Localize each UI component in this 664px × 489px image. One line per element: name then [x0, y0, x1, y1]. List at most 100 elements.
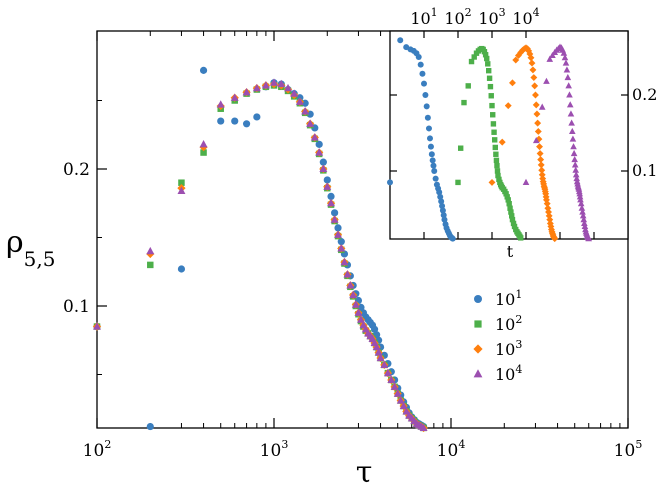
data-point [290, 89, 299, 97]
inset-data-point [440, 212, 447, 219]
inset-y-tick-label: 0.2 [632, 85, 657, 104]
inset-data-point [495, 172, 501, 179]
inset-data-point [544, 204, 552, 212]
inset-data-point [517, 48, 525, 56]
data-point [337, 238, 345, 246]
data-point [301, 107, 310, 115]
data-point [315, 140, 323, 148]
inset-data-point [425, 125, 432, 132]
inset-data-point [525, 47, 533, 55]
inset-data-point [509, 216, 516, 223]
data-point [323, 182, 332, 190]
inset-data-point [571, 156, 578, 163]
inset-y-tick-label: 0.1 [632, 161, 657, 180]
data-point [310, 133, 319, 141]
data-point [146, 422, 154, 431]
inset-data-point [482, 52, 489, 58]
data-point [230, 93, 239, 101]
inset-data-point [491, 129, 497, 135]
data-point [306, 119, 315, 127]
inset-data-point [563, 66, 571, 73]
data-point [340, 257, 349, 266]
data-point [357, 303, 365, 311]
inset-data-point [543, 77, 550, 84]
inset-data-point [536, 143, 543, 151]
data-point [323, 176, 331, 184]
inset-data-point [547, 223, 555, 230]
inset-data-point [572, 171, 580, 178]
inset-top-tick-label-base: 10 [444, 9, 464, 28]
data-point [295, 97, 304, 105]
data-point [327, 198, 335, 207]
inset-data-point [487, 83, 494, 90]
inset-data-point [562, 59, 570, 66]
series-2 [92, 79, 428, 433]
inset-data-point [397, 37, 404, 44]
inset-series-2 [488, 44, 559, 243]
inset-data-point [543, 200, 551, 208]
inset-data-point [449, 235, 456, 242]
data-point [177, 265, 186, 273]
inset-data-point [387, 179, 393, 186]
data-point [261, 81, 270, 89]
inset-top-tick-label-base: 10 [478, 9, 498, 28]
inset-data-point [428, 151, 435, 158]
data-point [177, 186, 186, 194]
inset-data-point [573, 175, 581, 182]
y-tick-label: 0.2 [63, 160, 90, 180]
series-3 [93, 78, 428, 431]
data-point [374, 348, 383, 356]
inset-data-point [543, 196, 550, 204]
inset-data-point [538, 171, 546, 179]
inset-data-point [565, 82, 572, 89]
x-tick-label-exp: 2 [104, 438, 111, 451]
inset-data-point [422, 92, 429, 98]
inset-data-point [533, 110, 541, 118]
legend-label-exp: 1 [515, 288, 522, 301]
inset-data-point [546, 55, 554, 62]
legend-label-base: 10 [495, 340, 515, 359]
legend-label-exp: 4 [515, 363, 522, 376]
inset-data-point [580, 216, 588, 223]
inset-data-point [538, 103, 546, 110]
inset-data-point [503, 191, 509, 197]
inset-data-point [509, 79, 516, 87]
inset-data-point [492, 144, 498, 151]
inset-data-point [561, 54, 569, 61]
inset-data-point [536, 150, 544, 157]
inset-data-point [493, 151, 499, 157]
x-tick-label-base: 10 [437, 441, 459, 461]
inset-data-point [424, 114, 431, 121]
inset-data-point [532, 91, 539, 99]
data-point [334, 224, 342, 232]
data-point [252, 83, 261, 92]
data-point [319, 164, 328, 173]
data-point [387, 375, 396, 384]
data-point [349, 290, 358, 299]
inset-data-point [431, 168, 438, 174]
legend-label: 104 [495, 363, 522, 384]
inset-data-point [426, 135, 433, 142]
data-point [399, 401, 408, 410]
data-point [277, 79, 286, 88]
inset-top-tick-label: 103 [478, 6, 505, 28]
y-axis-title-symbol: ρ [6, 225, 24, 260]
x-tick-label: 105 [614, 438, 643, 461]
inset-data-point [512, 56, 520, 64]
inset-data-point [545, 208, 552, 216]
inset-data-point [421, 80, 427, 87]
inset-data-point [427, 143, 434, 150]
data-point [199, 140, 208, 148]
legend-label: 101 [495, 288, 522, 309]
inset-data-point [560, 49, 568, 56]
data-point [231, 117, 239, 125]
inset-data-point [461, 99, 467, 106]
inset-data-point [415, 54, 422, 60]
inset-data-point [537, 161, 545, 169]
inset-x-axis-title: t [507, 242, 514, 261]
inset-data-point [570, 143, 577, 150]
inset-data-point [439, 202, 446, 209]
